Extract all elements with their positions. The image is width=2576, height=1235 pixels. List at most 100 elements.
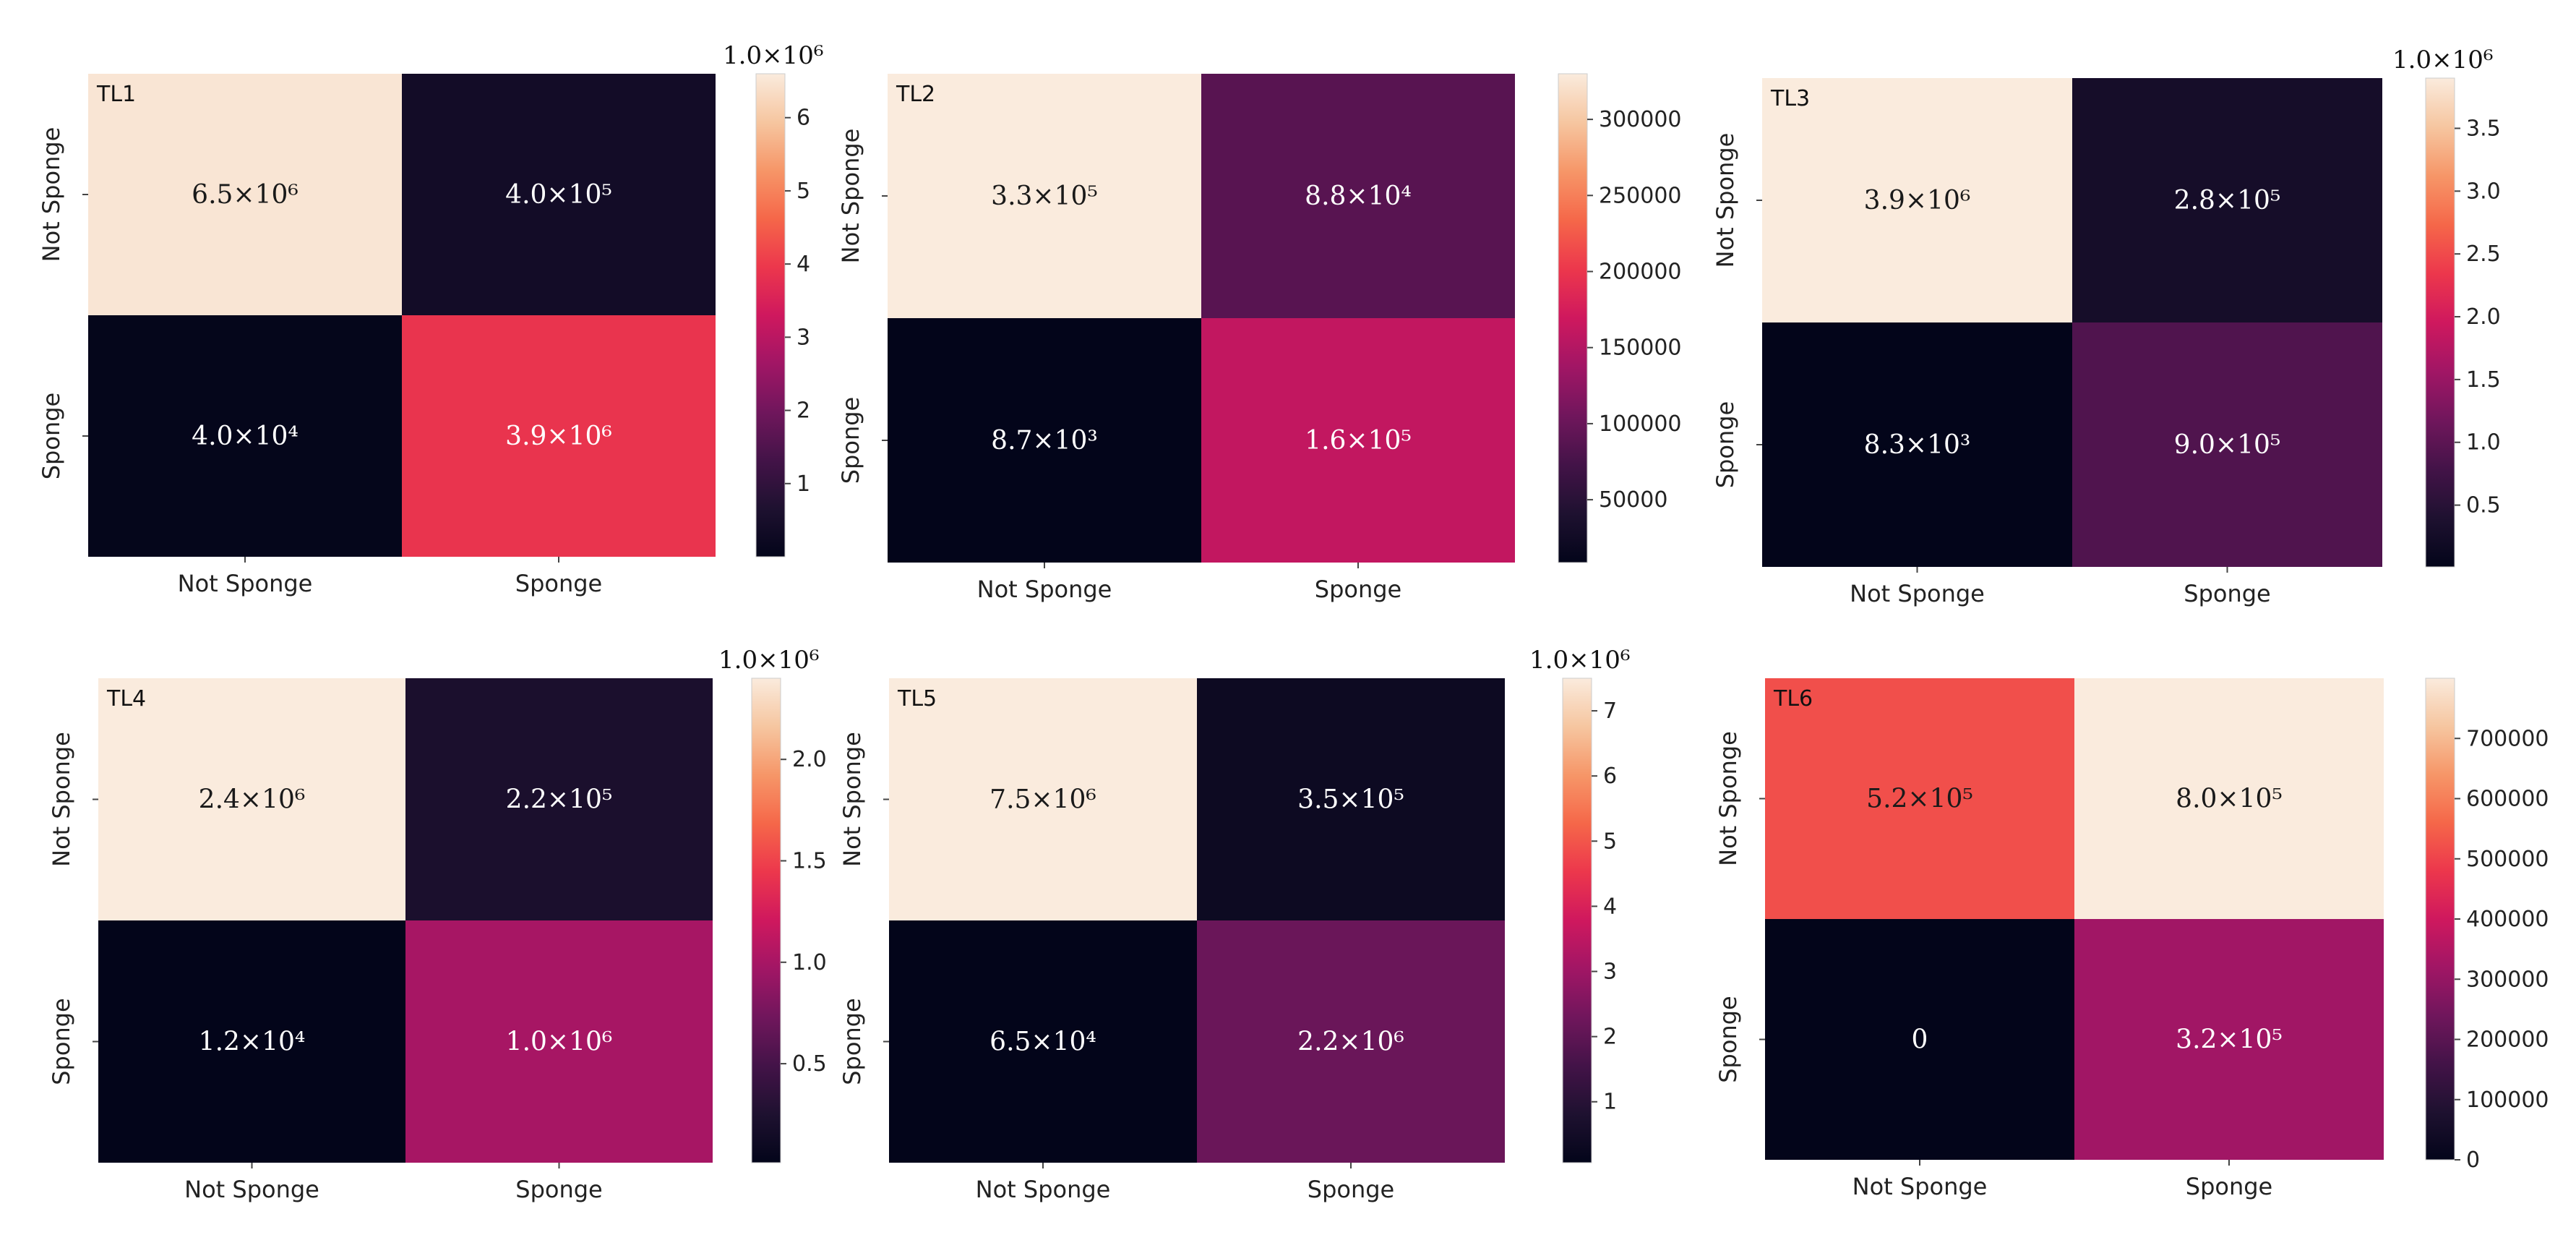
y-tick-label: Not Sponge bbox=[1712, 133, 1739, 268]
panel-title: TL5 bbox=[897, 686, 937, 711]
colorbar-tick-label: 1.5 bbox=[2466, 367, 2501, 393]
heatmap-cell-0-1 bbox=[402, 74, 716, 315]
colorbar-tick-label: 1.5 bbox=[792, 849, 827, 874]
colorbar-tick-label: 2.0 bbox=[2466, 304, 2501, 330]
cell-value-label-1-1: 1.0×10⁶ bbox=[506, 1027, 613, 1057]
cell-value-label-0-0: 3.3×10⁵ bbox=[991, 181, 1098, 211]
colorbar-tick-label: 100000 bbox=[1599, 411, 1682, 437]
heatmap-cell-0-1 bbox=[2072, 78, 2382, 322]
x-tick-label: Sponge bbox=[2184, 580, 2270, 607]
cell-value-label-1-1: 9.0×10⁵ bbox=[2174, 430, 2281, 460]
cell-value-label-0-1: 2.8×10⁵ bbox=[2174, 186, 2281, 215]
colorbar-tick-label: 2 bbox=[1603, 1025, 1617, 1050]
y-tick-label: Not Sponge bbox=[838, 732, 866, 867]
heatmap-cell-0-0 bbox=[888, 74, 1201, 318]
colorbar-tick-label: 1.0 bbox=[2466, 430, 2501, 456]
heatmap-cell-0-1 bbox=[2074, 678, 2384, 919]
colorbar-tick-label: 5 bbox=[797, 179, 810, 204]
cell-value-label-0-1: 8.0×10⁵ bbox=[2176, 785, 2283, 814]
y-tick-label: Not Sponge bbox=[837, 129, 864, 264]
colorbar-tick-label: 5 bbox=[1603, 829, 1617, 854]
colorbar-tick-label: 50000 bbox=[1599, 487, 1667, 513]
colorbar-tick-label: 2.0 bbox=[792, 747, 827, 772]
heatmap-cell-1-1 bbox=[2072, 322, 2382, 567]
colorbar-tick-label: 500000 bbox=[2466, 847, 2549, 872]
heatmap-cell-1-0 bbox=[1762, 322, 2072, 567]
heatmap-cell-1-1 bbox=[405, 920, 713, 1163]
colorbar bbox=[751, 678, 781, 1163]
cell-value-label-1-0: 0 bbox=[1912, 1025, 1928, 1055]
colorbar-tick-label: 4 bbox=[797, 252, 810, 277]
colorbar-tick-label: 6 bbox=[797, 106, 810, 131]
y-tick-label: Not Sponge bbox=[38, 127, 65, 262]
heatmap-cell-1-1 bbox=[1201, 318, 1515, 563]
y-tick-label: Sponge bbox=[1712, 401, 1739, 488]
heatmap-cell-1-1 bbox=[2074, 919, 2384, 1160]
x-tick-label: Sponge bbox=[2186, 1173, 2272, 1200]
colorbar-tick-label: 0.5 bbox=[792, 1051, 827, 1077]
x-tick-label: Not Sponge bbox=[184, 1176, 319, 1203]
cell-value-label-1-0: 6.5×10⁴ bbox=[989, 1027, 1096, 1057]
cell-value-label-0-1: 2.2×10⁵ bbox=[506, 785, 613, 815]
colorbar-tick-label: 200000 bbox=[1599, 260, 1682, 285]
x-tick-label: Not Sponge bbox=[977, 576, 1112, 603]
cell-value-label-1-1: 1.6×10⁵ bbox=[1305, 426, 1412, 456]
cell-value-label-0-0: 5.2×10⁵ bbox=[1866, 785, 1973, 814]
colorbar-tick-label: 3.0 bbox=[2466, 179, 2501, 204]
heatmap-panel-tl4: 2.4×10⁶ 2.2×10⁵ 1.2×10⁴ 1.0×10⁶ TL4 Not Spong… bbox=[48, 646, 827, 1203]
heatmap-cell-1-1 bbox=[402, 315, 716, 557]
heatmap-panel-tl3: 3.9×10⁶ 2.8×10⁵ 8.3×10³ 9.0×10⁵ TL3 Not Spong… bbox=[1712, 46, 2501, 607]
heatmap-cell-1-0 bbox=[88, 315, 402, 557]
colorbar bbox=[2425, 678, 2455, 1161]
heatmap-cell-1-0 bbox=[889, 920, 1197, 1163]
heatmap-cell-0-0 bbox=[889, 678, 1197, 920]
y-tick-label: Not Sponge bbox=[1714, 731, 1742, 866]
cell-value-label-0-0: 3.9×10⁶ bbox=[1864, 186, 1971, 215]
x-tick-label: Not Sponge bbox=[1850, 580, 1985, 607]
panel-title: TL4 bbox=[106, 686, 146, 711]
heatmap-cell-0-0 bbox=[88, 74, 402, 315]
y-tick-label: Sponge bbox=[1714, 996, 1742, 1082]
colorbar-tick-label: 3 bbox=[1603, 960, 1617, 985]
colorbar bbox=[755, 73, 786, 557]
x-tick-label: Not Sponge bbox=[1852, 1173, 1988, 1200]
cell-value-label-0-0: 2.4×10⁶ bbox=[199, 785, 306, 815]
colorbar-tick-label: 150000 bbox=[1599, 336, 1682, 361]
colorbar-tick-label: 300000 bbox=[1599, 107, 1682, 132]
cell-value-label-1-0: 4.0×10⁴ bbox=[192, 422, 299, 451]
y-tick-label: Sponge bbox=[38, 393, 65, 479]
colorbar-tick-label: 100000 bbox=[2466, 1087, 2549, 1113]
heatmap-cell-1-1 bbox=[1197, 920, 1505, 1163]
colorbar-tick-label: 0.5 bbox=[2466, 493, 2501, 518]
panel-title: TL1 bbox=[96, 82, 136, 107]
colorbar-tick-label: 700000 bbox=[2466, 726, 2549, 751]
colorbar-tick-label: 300000 bbox=[2466, 967, 2549, 992]
cell-value-label-0-0: 7.5×10⁶ bbox=[989, 785, 1096, 815]
cell-value-label-1-1: 3.9×10⁶ bbox=[505, 422, 612, 451]
x-tick-label: Sponge bbox=[1315, 576, 1401, 603]
cell-value-label-1-0: 1.2×10⁴ bbox=[199, 1027, 306, 1057]
heatmap-cell-0-0 bbox=[98, 678, 405, 920]
colorbar bbox=[2425, 77, 2455, 568]
heatmap-cell-0-1 bbox=[405, 678, 713, 920]
colorbar-tick-label: 3.5 bbox=[2466, 116, 2501, 141]
heatmap-cell-0-0 bbox=[1765, 678, 2074, 919]
y-tick-label: Sponge bbox=[838, 998, 866, 1085]
heatmap-cell-0-1 bbox=[1197, 678, 1505, 920]
panel-title: TL6 bbox=[1773, 686, 1813, 711]
x-tick-label: Not Sponge bbox=[178, 570, 313, 597]
heatmap-cell-0-0 bbox=[1762, 78, 2072, 322]
colorbar-tick-label: 2.5 bbox=[2466, 242, 2501, 267]
heatmap-panel-tl6: 5.2×10⁵ 8.0×10⁵ 0 3.2×10⁵ TL6 Not Sponge Spong… bbox=[1714, 678, 2549, 1200]
heatmap-panel-tl2: 3.3×10⁵ 8.8×10⁴ 8.7×10³ 1.6×10⁵ TL2 Not Spong… bbox=[837, 73, 1682, 603]
heatmap-cell-1-0 bbox=[1765, 919, 2074, 1160]
colorbar-scale-label: 1.0×10⁶ bbox=[1529, 646, 1630, 675]
colorbar-tick-label: 1.0 bbox=[792, 950, 827, 975]
cell-value-label-0-1: 3.5×10⁵ bbox=[1297, 785, 1404, 815]
colorbar-tick-label: 0 bbox=[2466, 1148, 2480, 1173]
colorbar-scale-label: 1.0×10⁶ bbox=[718, 646, 819, 675]
colorbar-tick-label: 7 bbox=[1603, 698, 1617, 724]
x-tick-label: Sponge bbox=[1308, 1176, 1394, 1203]
cell-value-label-0-0: 6.5×10⁶ bbox=[192, 180, 299, 210]
